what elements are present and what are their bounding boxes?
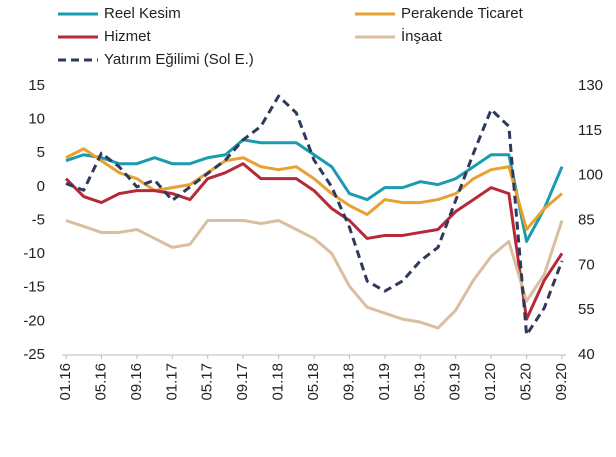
y2-tick-label: 85 (578, 211, 595, 228)
series-line (64, 162, 564, 321)
y-tick-label: 10 (28, 111, 45, 128)
y2-tick-label: 130 (578, 77, 603, 94)
series-line (65, 219, 564, 330)
x-tick-label: 09.16 (128, 363, 145, 401)
x-tick-label: 05.18 (305, 363, 322, 401)
y2-tick-label: 55 (578, 301, 595, 318)
series-line (65, 94, 564, 337)
x-tick-label: 05.17 (199, 363, 216, 401)
y-tick-label: -5 (32, 211, 45, 228)
x-tick-label: 01.17 (163, 363, 180, 401)
legend-label: Hizmet (104, 28, 152, 45)
y-tick-label: -20 (23, 312, 45, 329)
y2-tick-label: 70 (578, 256, 595, 273)
y2-tick-label: 100 (578, 167, 603, 184)
series-line (65, 147, 563, 231)
x-tick-label: 01.16 (57, 363, 74, 401)
x-tick-label: 01.18 (270, 363, 287, 401)
x-tick-label: 05.20 (518, 363, 535, 401)
legend-label: Perakende Ticaret (401, 5, 524, 22)
y-tick-label: 5 (37, 144, 45, 161)
x-tick-label: 09.18 (340, 363, 357, 401)
x-tick-label: 05.16 (92, 363, 109, 401)
y-tick-label: 15 (28, 77, 45, 94)
x-tick-label: 05.19 (411, 363, 428, 401)
y-tick-label: -25 (23, 346, 45, 363)
y2-tick-label: 115 (578, 122, 602, 139)
y-tick-label: -15 (23, 279, 45, 296)
legend-label: Reel Kesim (104, 5, 181, 22)
y-tick-label: -10 (23, 245, 45, 262)
y-tick-label: 0 (37, 178, 45, 195)
legend-label: İnşaat (401, 27, 443, 45)
x-tick-label: 09.17 (234, 363, 251, 401)
x-tick-label: 09.20 (553, 363, 570, 401)
legend-label: Yatırım Eğilimi (Sol E.) (104, 51, 254, 68)
y2-tick-label: 40 (578, 346, 595, 363)
x-tick-label: 01.19 (376, 363, 393, 401)
x-tick-label: 01.20 (482, 363, 499, 401)
x-tick-label: 09.19 (447, 363, 464, 401)
series-line (65, 138, 564, 243)
